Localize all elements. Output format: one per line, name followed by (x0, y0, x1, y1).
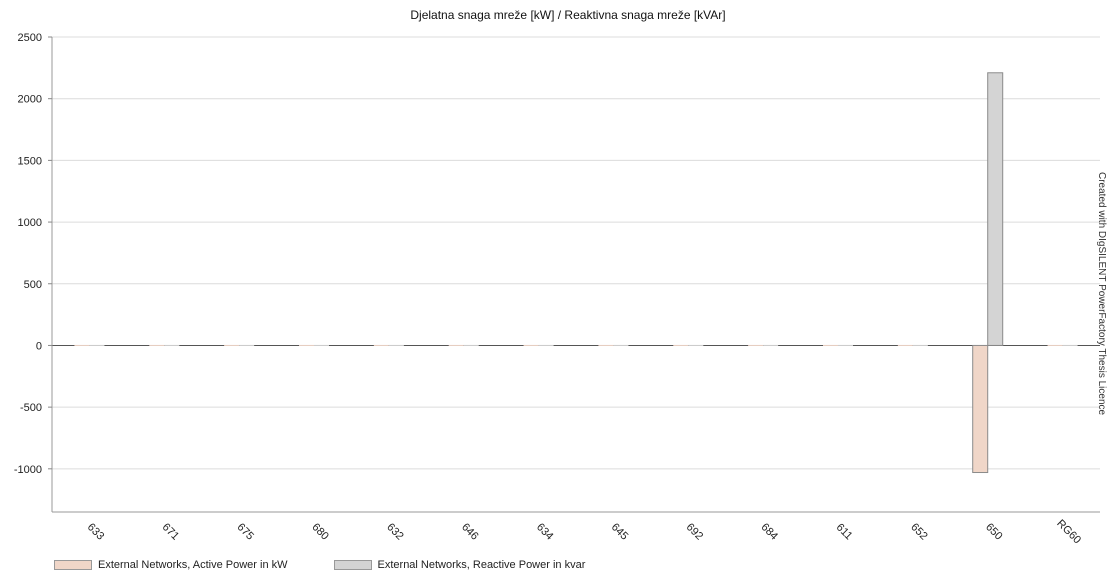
y-tick-label: 500 (24, 279, 42, 291)
bar-active-634 (523, 344, 539, 346)
y-tick-label: 2000 (18, 94, 42, 106)
bar-reactive-646 (463, 344, 479, 346)
legend-swatch-active (54, 560, 92, 570)
legend-item-active: External Networks, Active Power in kW (54, 559, 288, 571)
legend-swatch-reactive (333, 560, 372, 570)
x-tick-label: 611 (834, 521, 855, 542)
bar-reactive-652 (912, 344, 928, 346)
bar-active-611 (823, 344, 838, 346)
y-tick-label: -1000 (14, 464, 42, 476)
bar-reactive-650 (987, 72, 1004, 346)
bar-reactive-632 (388, 344, 404, 346)
legend-label-active: External Networks, Active Power in kW (98, 559, 288, 571)
legend-item-reactive: External Networks, Reactive Power in kva… (333, 559, 586, 571)
legend: External Networks, Active Power in kW Ex… (54, 558, 631, 572)
bar-active-671 (149, 344, 165, 346)
bar-reactive-675 (239, 344, 255, 346)
x-tick-label: 650 (983, 521, 1004, 542)
bar-active-632 (373, 344, 389, 346)
legend-label-reactive: External Networks, Reactive Power in kva… (377, 559, 586, 571)
x-tick-label: 671 (160, 521, 181, 542)
bar-reactive-671 (164, 344, 180, 346)
bar-active-692 (673, 344, 689, 346)
x-tick-label: 692 (684, 521, 705, 542)
y-tick-label: 0 (36, 340, 42, 352)
bar-active-650 (972, 344, 989, 474)
y-tick-label: -500 (20, 402, 42, 414)
bar-active-680 (299, 344, 314, 346)
bar-reactive-680 (314, 344, 329, 346)
chart-title: Djelatna snaga mreže [kW] / Reaktivna sn… (410, 8, 725, 22)
y-tick-label: 2500 (18, 32, 42, 44)
x-tick-label: RG60 (1054, 517, 1083, 546)
bar-active-RG60 (1047, 344, 1063, 346)
bar-active-646 (448, 344, 464, 346)
bar-reactive-634 (538, 344, 554, 346)
bar-reactive-633 (89, 344, 105, 346)
x-tick-label: 645 (609, 521, 630, 542)
bar-reactive-RG60 (1062, 344, 1078, 346)
x-tick-label: 652 (908, 521, 929, 542)
x-tick-label: 675 (235, 521, 256, 542)
bar-active-652 (897, 344, 913, 346)
bar-active-645 (598, 344, 614, 346)
bar-active-633 (74, 344, 90, 346)
y-tick-label: 1500 (18, 155, 42, 167)
bar-reactive-692 (688, 344, 704, 346)
x-tick-label: 632 (384, 521, 405, 542)
y-tick-label: 1000 (18, 217, 42, 229)
bar-active-675 (224, 344, 240, 346)
bar-reactive-645 (613, 344, 629, 346)
watermark: Created with DIgSILENT PowerFactory Thes… (1096, 172, 1107, 416)
x-tick-label: 684 (759, 521, 780, 542)
bar-active-684 (748, 344, 764, 346)
x-tick-label: 646 (459, 521, 480, 542)
x-tick-label: 634 (534, 521, 555, 542)
x-tick-label: 680 (309, 521, 330, 542)
bar-reactive-611 (838, 344, 853, 346)
x-tick-label: 633 (85, 521, 106, 542)
bar-reactive-684 (763, 344, 779, 346)
